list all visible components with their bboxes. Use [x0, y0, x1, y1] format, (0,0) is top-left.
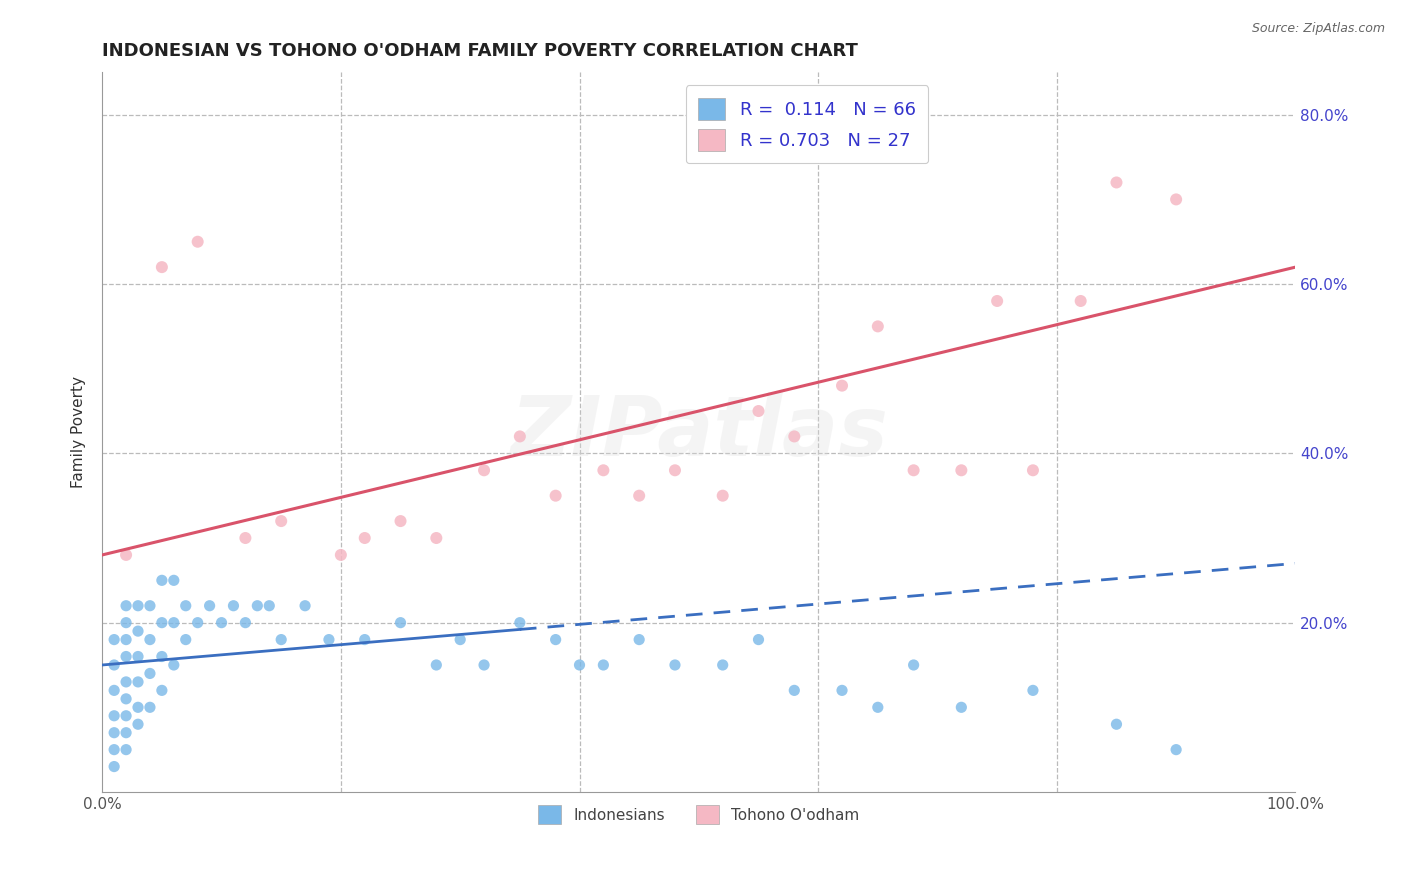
Point — [1166, 193, 1188, 207]
Point — [592, 657, 614, 672]
Point — [1070, 293, 1092, 308]
Point — [150, 683, 173, 698]
Point — [246, 599, 269, 613]
Point — [1105, 717, 1128, 731]
Point — [127, 624, 149, 639]
Point — [139, 666, 162, 681]
Point — [831, 378, 853, 392]
Point — [103, 708, 125, 723]
Point — [544, 489, 567, 503]
Point — [127, 717, 149, 731]
Point — [127, 674, 149, 689]
Point — [1105, 176, 1128, 190]
Point — [103, 683, 125, 698]
Point — [174, 632, 197, 647]
Point — [163, 657, 186, 672]
Point — [115, 742, 138, 756]
Point — [353, 531, 375, 545]
Point — [472, 463, 495, 477]
Point — [103, 632, 125, 647]
Point — [270, 632, 292, 647]
Point — [127, 599, 149, 613]
Point — [353, 632, 375, 647]
Point — [866, 319, 889, 334]
Point — [139, 632, 162, 647]
Point — [425, 531, 447, 545]
Point — [509, 615, 531, 630]
Point — [950, 463, 973, 477]
Point — [711, 657, 734, 672]
Point — [174, 599, 197, 613]
Point — [198, 599, 221, 613]
Point — [150, 649, 173, 664]
Point — [950, 700, 973, 714]
Point — [139, 700, 162, 714]
Point — [103, 725, 125, 739]
Point — [628, 489, 651, 503]
Point — [150, 260, 173, 274]
Point — [866, 700, 889, 714]
Point — [115, 649, 138, 664]
Point — [127, 700, 149, 714]
Point — [783, 683, 806, 698]
Point — [115, 691, 138, 706]
Point — [115, 632, 138, 647]
Point — [1166, 742, 1188, 756]
Point — [115, 548, 138, 562]
Point — [187, 615, 209, 630]
Point — [139, 599, 162, 613]
Point — [425, 657, 447, 672]
Point — [1022, 463, 1045, 477]
Point — [235, 615, 257, 630]
Text: INDONESIAN VS TOHONO O'ODHAM FAMILY POVERTY CORRELATION CHART: INDONESIAN VS TOHONO O'ODHAM FAMILY POVE… — [103, 42, 858, 60]
Point — [986, 293, 1008, 308]
Point — [747, 404, 769, 418]
Point — [329, 548, 352, 562]
Point — [187, 235, 209, 249]
Point — [831, 683, 853, 698]
Point — [664, 657, 686, 672]
Text: ZIPatlas: ZIPatlas — [510, 392, 887, 473]
Point — [150, 615, 173, 630]
Point — [568, 657, 591, 672]
Y-axis label: Family Poverty: Family Poverty — [72, 376, 86, 488]
Point — [783, 429, 806, 443]
Point — [115, 599, 138, 613]
Point — [259, 599, 281, 613]
Point — [472, 657, 495, 672]
Point — [103, 657, 125, 672]
Point — [294, 599, 316, 613]
Point — [664, 463, 686, 477]
Point — [270, 514, 292, 528]
Point — [903, 463, 925, 477]
Point — [628, 632, 651, 647]
Point — [1022, 683, 1045, 698]
Point — [389, 615, 412, 630]
Point — [509, 429, 531, 443]
Point — [127, 649, 149, 664]
Legend: Indonesians, Tohono O'odham: Indonesians, Tohono O'odham — [527, 795, 870, 835]
Point — [747, 632, 769, 647]
Point — [903, 657, 925, 672]
Point — [235, 531, 257, 545]
Point — [389, 514, 412, 528]
Point — [544, 632, 567, 647]
Point — [592, 463, 614, 477]
Point — [163, 615, 186, 630]
Point — [115, 708, 138, 723]
Point — [115, 725, 138, 739]
Point — [150, 574, 173, 588]
Point — [449, 632, 471, 647]
Point — [115, 674, 138, 689]
Point — [318, 632, 340, 647]
Point — [211, 615, 233, 630]
Point — [115, 615, 138, 630]
Point — [222, 599, 245, 613]
Point — [163, 574, 186, 588]
Point — [711, 489, 734, 503]
Point — [103, 742, 125, 756]
Text: Source: ZipAtlas.com: Source: ZipAtlas.com — [1251, 22, 1385, 36]
Point — [103, 759, 125, 773]
